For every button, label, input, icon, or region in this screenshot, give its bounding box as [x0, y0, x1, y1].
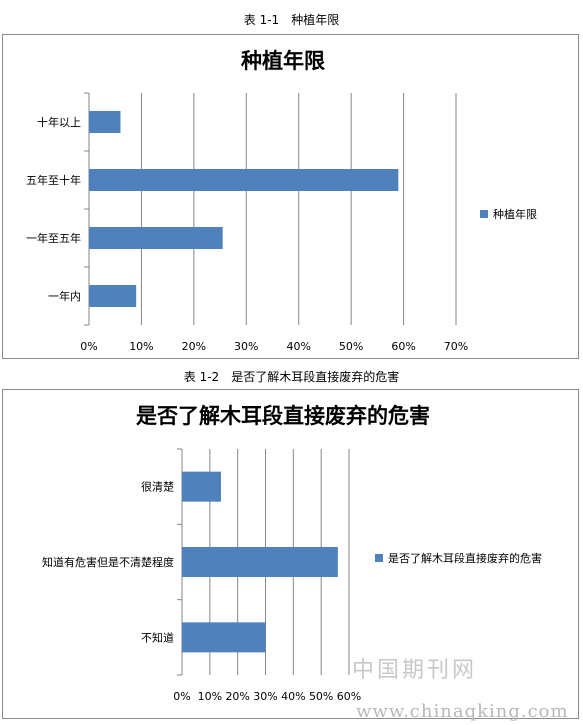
legend-swatch: [375, 554, 383, 562]
x-tick-label: 20%: [182, 340, 206, 353]
chart-1-svg: 种植年限 0% 10% 20% 30% 40% 50% 60% 70% 十年以上五年至十年一年至五…: [26, 48, 537, 353]
x-tick-label: 50%: [309, 690, 333, 703]
bar: [89, 227, 223, 249]
legend-label-line: 种植年限: [493, 207, 537, 221]
watermark-url: www.chinaqking.com: [356, 701, 569, 722]
x-tick-label: 60%: [337, 690, 361, 703]
category-label: 很清楚: [141, 480, 174, 494]
table-caption-1: 表 1-1 种植年限: [243, 13, 340, 27]
x-tick-label: 50%: [339, 340, 363, 353]
chart-planting-years: 种植年限 0% 10% 20% 30% 40% 50% 60% 70% 十年以上五年至十年一年至五…: [2, 34, 579, 359]
bar: [182, 471, 221, 502]
x-tick-label: 10%: [129, 340, 153, 353]
category-label: 知道有危害但是不清楚程度: [42, 555, 174, 569]
category-label: 不知道: [141, 630, 174, 644]
x-tick-label: 40%: [281, 690, 305, 703]
chart-title: 种植年限: [240, 48, 325, 73]
bar: [89, 169, 399, 191]
chart-2-svg: 是否了解木耳段直接废弃的危害 0% 10% 20% 30% 40% 50% 60% 很清楚知道有…: [42, 403, 542, 703]
category-label: 一年内: [48, 289, 81, 303]
bar: [182, 622, 266, 653]
chart-title: 是否了解木耳段直接废弃的危害: [136, 403, 430, 428]
x-tick-label: 10%: [198, 690, 222, 703]
chart-disposal-awareness: 是否了解木耳段直接废弃的危害 0% 10% 20% 30% 40% 50% 60% 很清楚知道有…: [2, 389, 579, 719]
x-tick-label: 60%: [391, 340, 415, 353]
category-label: 一年至五年: [26, 231, 81, 245]
bar: [89, 285, 137, 307]
x-tick-label: 0%: [80, 340, 97, 353]
x-tick-label: 70%: [444, 340, 468, 353]
x-tick-label: 20%: [225, 690, 249, 703]
x-tick-label: 0%: [173, 690, 190, 703]
bar: [89, 111, 121, 133]
x-tick-label: 40%: [286, 340, 310, 353]
legend-label-line: 是否了解木耳段直接废弃的危害: [388, 551, 542, 565]
legend-swatch: [480, 210, 488, 218]
legend-label: 种植年限: [493, 207, 537, 221]
category-label: 十年以上: [37, 115, 81, 129]
category-label: 五年至十年: [26, 173, 81, 187]
legend-label: 是否了解木耳段直接废弃的危害: [388, 551, 542, 565]
x-tick-label: 30%: [253, 690, 277, 703]
table-caption-2: 表 1-2 是否了解木耳段直接废弃的危害: [183, 370, 400, 384]
bar: [182, 547, 338, 577]
watermark-logo-text: 中国期刊网: [352, 658, 478, 683]
x-tick-label: 30%: [234, 340, 258, 353]
